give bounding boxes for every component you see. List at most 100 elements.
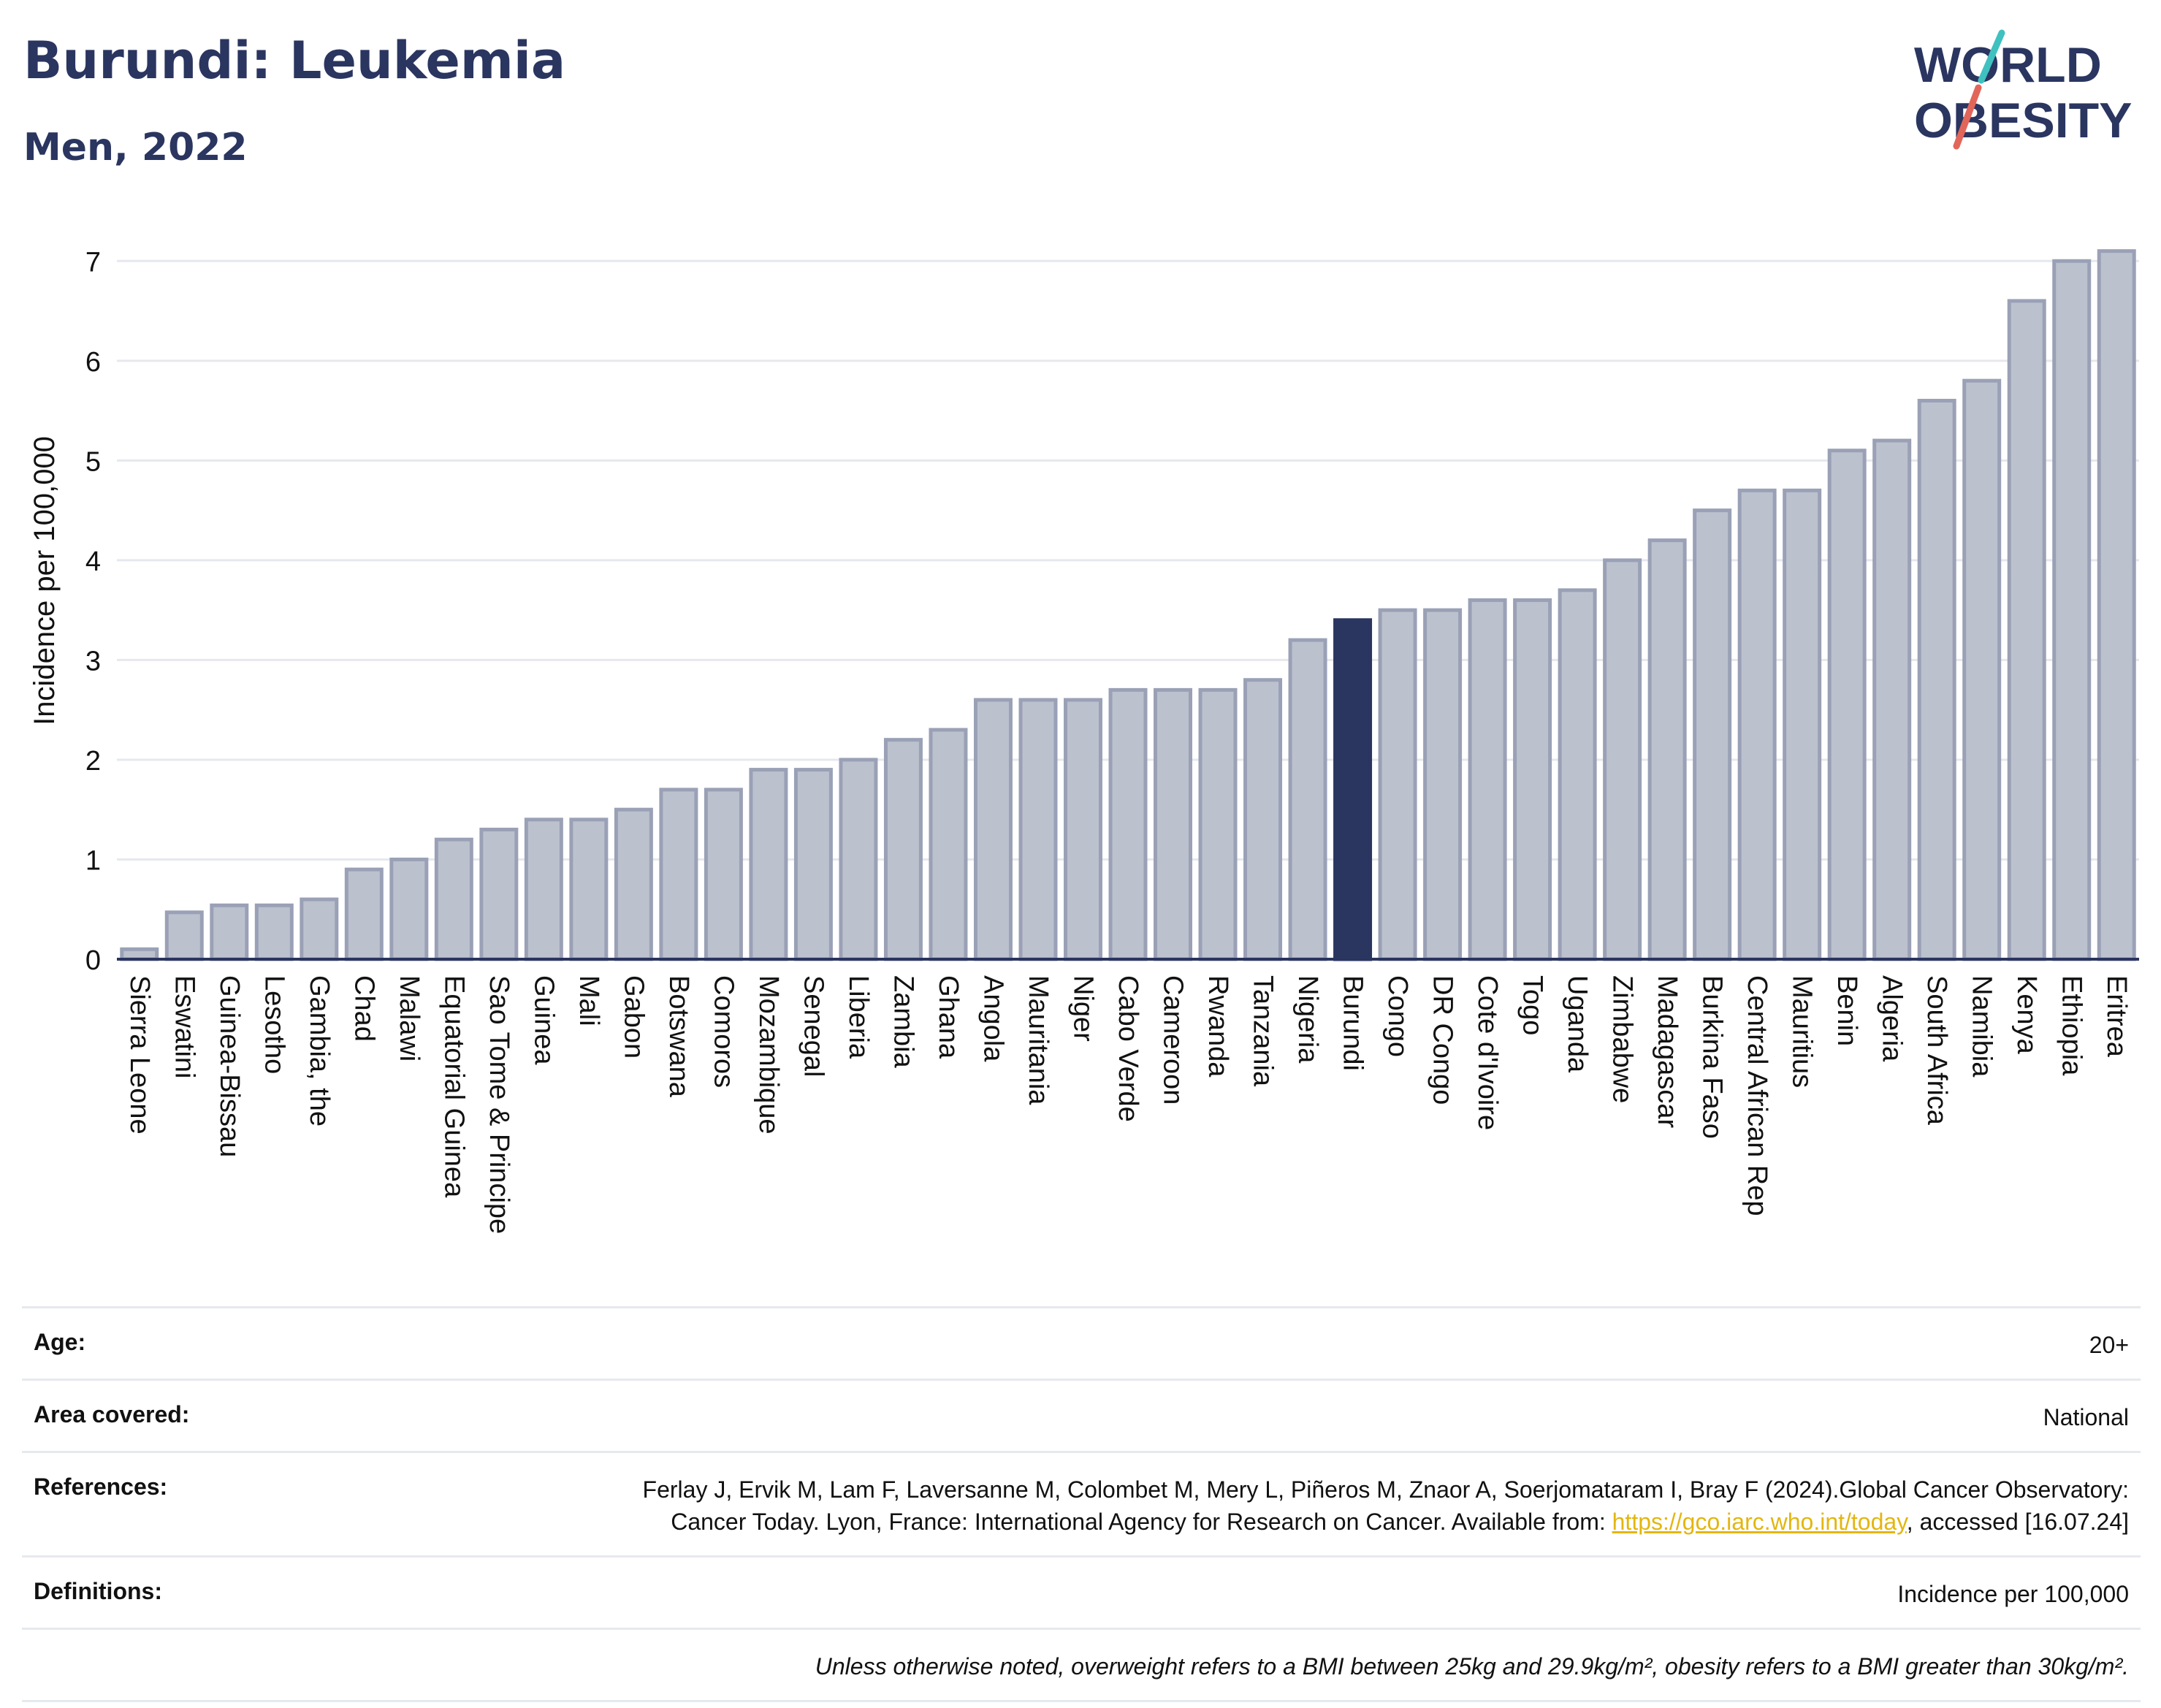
y-tick-label: 4	[85, 546, 101, 577]
bar-chart: 0 1 2 3 4 5 6 7 Sierra Leone Eswatini Guinea-Bissa…	[28, 247, 2139, 1234]
y-tick-label: 7	[85, 247, 101, 278]
info-table: Age: 20+ Area covered: National Referenc…	[22, 1306, 2141, 1702]
x-tick-label: Lesotho	[259, 975, 289, 1074]
bar-liberia	[839, 758, 878, 961]
x-tick-label: Mauritius	[1787, 975, 1818, 1088]
bar-zimbabwe	[1603, 558, 1642, 961]
y-tick-label: 1	[85, 845, 101, 876]
age-label: Age:	[34, 1329, 86, 1355]
bar-zambia	[883, 738, 923, 961]
references-text: Ferlay J, Ervik M, Lam F, Laversanne M, …	[642, 1476, 2129, 1535]
bar-sierra-leone	[120, 947, 159, 961]
x-tick-label: Gambia, the	[304, 975, 335, 1126]
bar-chad	[344, 867, 384, 961]
bar-angola	[973, 698, 1013, 961]
bar-equatorial-guinea	[434, 837, 473, 961]
bar-lesotho	[254, 903, 294, 961]
bar-congo	[1378, 608, 1417, 961]
x-tick-label: Ethiopia	[2057, 975, 2087, 1076]
bar-algeria	[1872, 438, 1912, 961]
bar-madagascar	[1647, 538, 1687, 961]
x-tick-label: Uganda	[1562, 975, 1593, 1073]
x-tick-label: Rwanda	[1203, 975, 1233, 1078]
x-tick-label: South Africa	[1921, 975, 1952, 1126]
x-tick-label: Zambia	[888, 975, 918, 1069]
bar-burundi	[1333, 618, 1373, 961]
info-row-references: References: Ferlay J, Ervik M, Lam F, La…	[22, 1451, 2141, 1555]
area-value: National	[2043, 1404, 2129, 1430]
bar-mozambique	[749, 768, 788, 961]
x-tick-label: Madagascar	[1652, 975, 1682, 1128]
x-tick-label: Eritrea	[2101, 975, 2132, 1058]
x-tick-label: Chad	[348, 975, 379, 1042]
bar-guinea	[524, 817, 563, 961]
references-accessed: , accessed [16.07.24]	[1906, 1509, 2129, 1535]
bar-mauritius	[1783, 488, 1822, 961]
x-tick-label: Mauritania	[1023, 975, 1053, 1105]
bar-guinea-bissau	[210, 903, 249, 961]
bars	[120, 249, 2136, 961]
x-tick-label: Central African Rep	[1742, 975, 1772, 1216]
bar-comoros	[704, 788, 743, 961]
x-tick-label: Zimbabwe	[1607, 975, 1638, 1103]
age-value: 20+	[2089, 1332, 2129, 1358]
bar-ethiopia	[2052, 259, 2092, 961]
x-tick-label: DR Congo	[1428, 975, 1458, 1105]
references-value: Ferlay J, Ervik M, Lam F, Laversanne M, …	[580, 1473, 2129, 1538]
bar-eritrea	[2097, 249, 2136, 961]
bar-tanzania	[1243, 678, 1283, 961]
bar-rwanda	[1198, 687, 1238, 961]
x-tick-label: Mozambique	[753, 975, 784, 1135]
bar-dr-congo	[1423, 608, 1463, 961]
bar-togo	[1513, 598, 1552, 961]
x-tick-label: Guinea	[528, 975, 559, 1065]
bar-kenya	[2007, 299, 2046, 961]
x-tick-label: Ghana	[933, 975, 964, 1059]
logo-text-obesity: OBESITY	[1914, 93, 2133, 148]
x-tick-label: Malawi	[394, 975, 424, 1061]
x-tick-label: Mali	[573, 975, 604, 1026]
y-tick-label: 6	[85, 347, 101, 378]
x-tick-label: Togo	[1517, 975, 1548, 1035]
definitions-label: Definitions:	[34, 1578, 162, 1604]
chart-subtitle: Men, 2022	[23, 126, 248, 169]
info-row-note: Unless otherwise noted, overweight refer…	[22, 1628, 2141, 1702]
info-row-age: Age: 20+	[22, 1306, 2141, 1379]
x-tick-label: Cabo Verde	[1113, 975, 1143, 1122]
x-tick-label: Senegal	[798, 975, 828, 1077]
bar-south-africa	[1917, 398, 1956, 961]
info-row-area: Area covered: National	[22, 1379, 2141, 1451]
x-tick-label: Niger	[1067, 975, 1098, 1042]
references-link[interactable]: https://gco.iarc.who.int/today	[1612, 1509, 1907, 1535]
logo-slash-red	[1953, 84, 1982, 150]
chart-title: Burundi: Leukemia	[23, 31, 566, 91]
y-tick-label: 3	[85, 646, 101, 676]
x-tick-label: Congo	[1382, 975, 1413, 1057]
x-tick-label: Burkina Faso	[1697, 975, 1728, 1139]
bar-gambia-the	[300, 897, 339, 961]
y-tick-label: 5	[85, 446, 101, 477]
bar-cameroon	[1154, 687, 1193, 961]
logo-slash-teal	[1978, 29, 2005, 84]
x-tick-label: Guinea-Bissau	[214, 975, 245, 1157]
bar-nigeria	[1288, 638, 1327, 961]
bar-sao-tome-principe	[479, 828, 519, 961]
area-label: Area covered:	[34, 1401, 190, 1427]
x-tick-label: Sao Tome & Principe	[484, 975, 514, 1234]
bar-burkina-faso	[1693, 508, 1732, 961]
x-tick-label: Angola	[977, 975, 1008, 1062]
x-tick-label: Tanzania	[1248, 975, 1278, 1087]
bar-uganda	[1558, 588, 1597, 961]
bar-cabo-verde	[1108, 687, 1148, 961]
x-tick-label: Comoros	[708, 975, 739, 1088]
x-tick-label: Cote d'Ivoire	[1472, 975, 1503, 1130]
bar-malawi	[389, 857, 429, 961]
bar-gabon	[614, 807, 653, 961]
x-tick-label: Nigeria	[1292, 975, 1323, 1064]
bar-namibia	[1962, 378, 2002, 961]
x-tick-label: Burundi	[1338, 975, 1368, 1071]
info-row-definitions: Definitions: Incidence per 100,000	[22, 1555, 2141, 1628]
definitions-value: Incidence per 100,000	[1897, 1581, 2129, 1607]
x-tick-label: Cameroon	[1158, 975, 1189, 1105]
bar-benin	[1827, 449, 1867, 961]
